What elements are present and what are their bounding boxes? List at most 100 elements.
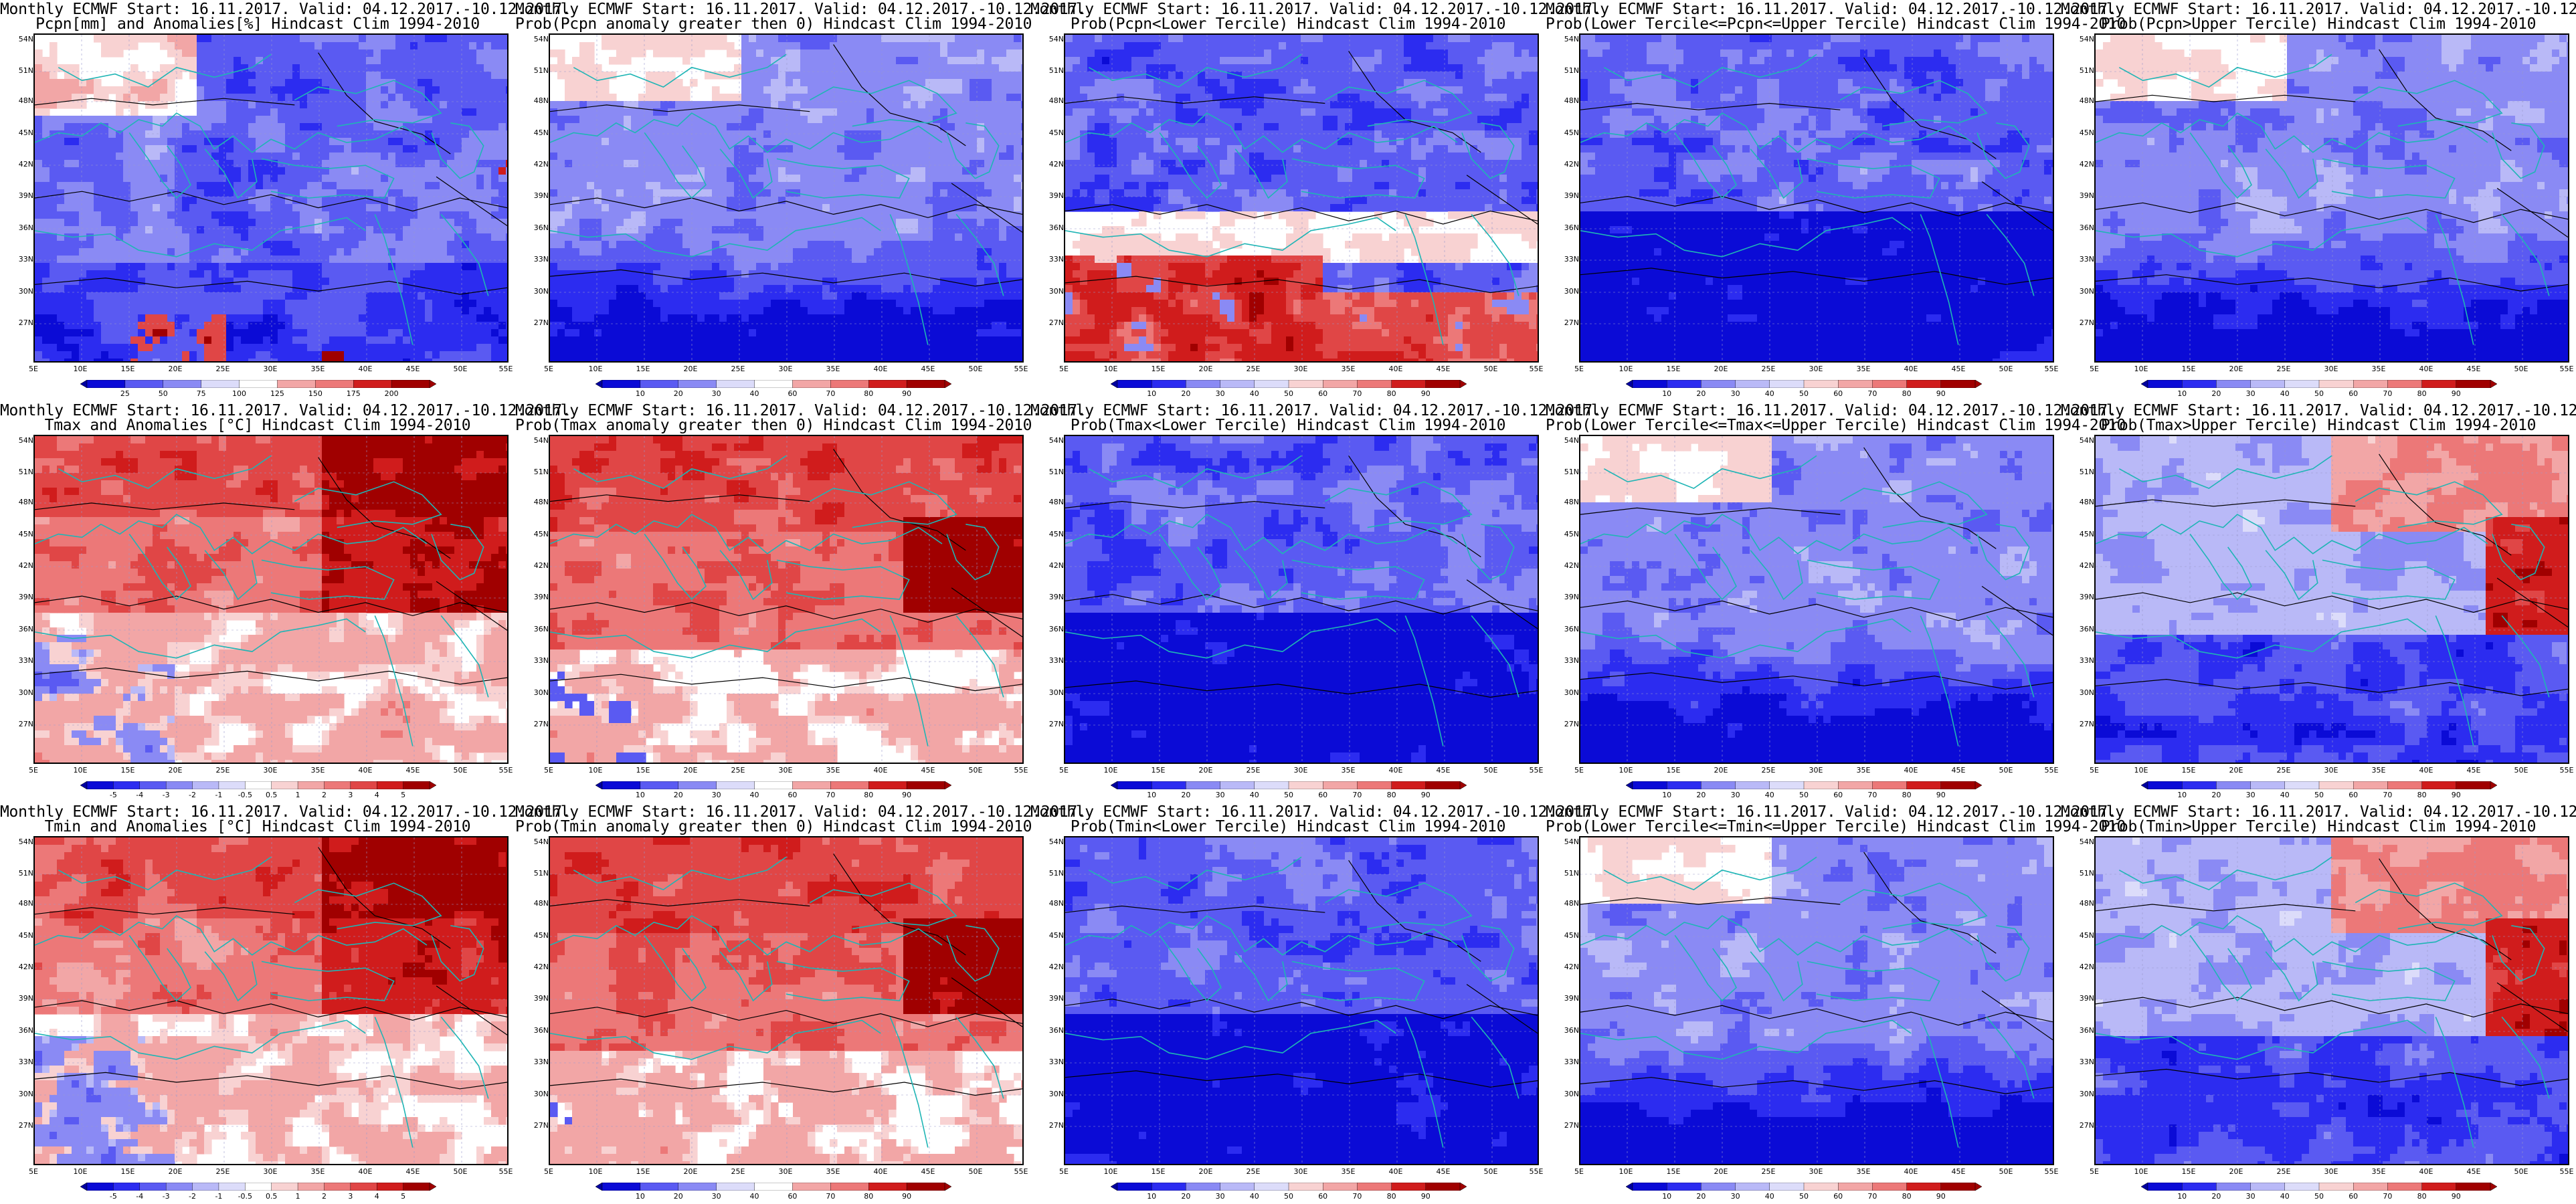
coastline xyxy=(946,925,1000,982)
forecast-panel: Monthly ECMWF Start: 16.11.2017. Valid: … xyxy=(515,0,1087,401)
longitude-label: 40E xyxy=(1386,766,1406,775)
coastline xyxy=(1920,214,1959,345)
longitude-label: 50E xyxy=(1481,766,1501,775)
coastline xyxy=(294,481,442,528)
forecast-field xyxy=(550,837,1022,1164)
contour-line xyxy=(1466,579,1538,629)
latitude-label: 30N xyxy=(1045,1090,1064,1098)
coastline xyxy=(1580,915,1973,956)
coastline xyxy=(1807,158,1940,199)
latitude-label: 27N xyxy=(15,720,33,728)
coastline xyxy=(2189,533,2252,601)
latitude-label: 30N xyxy=(2076,1090,2094,1098)
longitude-label: 40E xyxy=(1901,766,1921,775)
longitude-label: 55E xyxy=(2557,766,2576,775)
latitude-label: 27N xyxy=(1045,318,1064,327)
latitude-label: 39N xyxy=(1560,191,1579,200)
latitude-label: 42N xyxy=(15,963,33,971)
coastline xyxy=(550,1019,881,1060)
colorbar xyxy=(80,781,436,789)
colorbar-label: 50 xyxy=(1790,389,1817,398)
colorbar xyxy=(595,1183,951,1191)
contour-line xyxy=(2096,499,2356,507)
longitude-label: 50E xyxy=(2511,365,2531,373)
latitude-label: 54N xyxy=(1560,837,1579,846)
coastline xyxy=(2118,54,2332,88)
colorbar-label: 40 xyxy=(741,1192,768,1201)
colorbar-label: 90 xyxy=(2443,791,2470,799)
latitude-label: 54N xyxy=(1560,35,1579,43)
coastline xyxy=(1088,856,1302,891)
colorbar-label: 50 xyxy=(150,389,177,398)
longitude-label: 30E xyxy=(1291,1167,1311,1176)
coastline xyxy=(1674,934,1737,1002)
latitude-label: 54N xyxy=(2076,35,2094,43)
contour-line xyxy=(833,44,966,146)
coastline xyxy=(1750,951,1803,1002)
colorbar-label: 90 xyxy=(893,1192,920,1201)
colorbar-label: 70 xyxy=(817,791,844,799)
forecast-map xyxy=(2094,836,2569,1165)
longitude-label: 40E xyxy=(1901,1167,1921,1176)
coastline xyxy=(431,925,484,982)
contour-line xyxy=(951,587,1022,637)
coastline xyxy=(1065,618,1396,659)
latitude-label: 33N xyxy=(1045,1058,1064,1066)
colorbar-label: 30 xyxy=(703,791,730,799)
forecast-map xyxy=(33,836,509,1165)
contour-line xyxy=(2096,1068,2568,1086)
latitude-label: 33N xyxy=(1560,1058,1579,1066)
map-overlay xyxy=(2096,35,2568,361)
longitude-label: 5E xyxy=(1054,766,1074,775)
latitude-label: 42N xyxy=(2076,561,2094,570)
panel-title-line2: Prob(Tmin<Lower Tercile) Hindcast Clim 1… xyxy=(1030,819,1546,835)
colorbar-label: 80 xyxy=(855,1192,882,1201)
latitude-label: 36N xyxy=(1045,1026,1064,1035)
contour-line xyxy=(318,52,451,155)
coastline xyxy=(1159,934,1222,1002)
longitude-label: 30E xyxy=(1291,365,1311,373)
longitude-label: 50E xyxy=(965,766,986,775)
contour-line xyxy=(2096,904,2356,912)
latitude-label: 27N xyxy=(1560,720,1579,728)
forecast-panel: Monthly ECMWF Start: 16.11.2017. Valid: … xyxy=(1030,0,1602,401)
colorbar-label: 20 xyxy=(1687,389,1714,398)
coastline xyxy=(1471,615,1520,698)
coastline xyxy=(35,915,428,956)
coastline xyxy=(1404,214,1444,345)
coastline xyxy=(1580,1019,1912,1060)
latitude-label: 36N xyxy=(1045,625,1064,633)
coastline xyxy=(1065,915,1458,956)
colorbar-label: 30 xyxy=(2237,389,2264,398)
colorbar-label: 60 xyxy=(779,791,806,799)
colorbar-label: 40 xyxy=(741,389,768,398)
coastline xyxy=(1839,80,1988,127)
latitude-label: 39N xyxy=(1045,191,1064,200)
coastline xyxy=(1674,533,1737,601)
longitude-label: 45E xyxy=(1948,766,1968,775)
contour-line xyxy=(1580,897,1841,905)
colorbar-label: 90 xyxy=(1412,389,1439,398)
colorbar-label: 40 xyxy=(2272,791,2298,799)
longitude-label: 35E xyxy=(308,1167,328,1176)
panel-title-line2: Prob(Lower Tercile<=Tmax<=Upper Tercile)… xyxy=(1546,417,2126,434)
coastline xyxy=(58,54,272,88)
colorbar-label: 50 xyxy=(1275,389,1302,398)
colorbar-label: 1 xyxy=(284,791,311,799)
panel-title-line1: Monthly ECMWF Start: 16.11.2017. Valid: … xyxy=(2061,804,2576,821)
colorbar-label: 80 xyxy=(1378,1192,1405,1201)
contour-line xyxy=(35,277,507,295)
longitude-label: 45E xyxy=(1433,766,1453,775)
contour-line xyxy=(2496,187,2568,238)
coastline xyxy=(2492,925,2545,982)
colorbar-label: 10 xyxy=(627,1192,654,1201)
forecast-field xyxy=(35,837,507,1164)
coastline xyxy=(1065,514,1458,555)
forecast-field xyxy=(1580,436,2053,763)
latitude-label: 42N xyxy=(2076,160,2094,169)
coastline xyxy=(1159,132,1222,199)
latitude-label: 30N xyxy=(15,1090,33,1098)
coastline xyxy=(1603,455,1817,490)
coastline xyxy=(550,618,881,659)
